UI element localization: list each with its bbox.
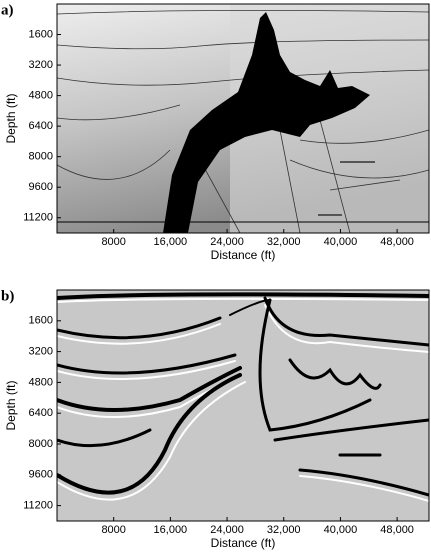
x-tick-label: 40,000 [324,524,358,536]
y-tick-label: 3200 [29,59,53,71]
y-tick-label: 9600 [29,181,53,193]
x-tick-label: 32,000 [267,236,301,248]
x-tick-label: 48,000 [380,236,414,248]
x-tick-label: 8000 [101,236,125,248]
velocity-model [57,4,429,233]
seismic-image [57,290,429,521]
x-axis-title: Distance (ft) [211,248,276,262]
y-tick-label: 8000 [29,151,53,163]
y-tick-label: 4800 [29,90,53,102]
y-axis-title: Depth (ft) [4,380,18,430]
y-tick-label: 11200 [23,212,53,224]
y-axis-title: Depth (ft) [4,93,18,143]
x-tick-label: 16,000 [154,236,188,248]
x-tick-label: 8000 [101,524,125,536]
x-tick-label: 48,000 [380,524,414,536]
y-tick-label: 1600 [29,28,53,40]
y-tick-label: 8000 [29,438,53,450]
y-tick-label: 11200 [23,500,53,512]
y-tick-label: 6400 [29,120,53,132]
x-tick-label: 24,000 [210,236,244,248]
panel-label: b) [1,288,14,304]
y-tick-label: 6400 [29,407,53,419]
y-tick-label: 3200 [29,346,53,358]
y-tick-label: 9600 [29,469,53,481]
x-tick-label: 40,000 [324,236,358,248]
x-tick-label: 32,000 [267,524,301,536]
y-tick-label: 4800 [29,376,53,388]
y-tick-label: 1600 [29,315,53,327]
plot-frame [56,3,430,234]
x-tick-label: 16,000 [154,524,188,536]
panel-label: a) [1,2,14,18]
x-axis-title: Distance (ft) [211,536,276,550]
x-tick-label: 24,000 [210,524,244,536]
plot-frame [56,289,430,522]
